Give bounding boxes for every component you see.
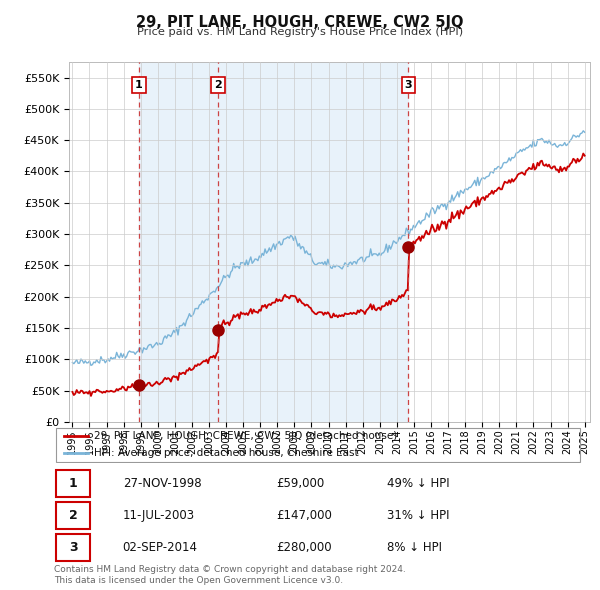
Text: 27-NOV-1998: 27-NOV-1998 bbox=[122, 477, 201, 490]
Text: £147,000: £147,000 bbox=[276, 509, 332, 522]
Text: £59,000: £59,000 bbox=[276, 477, 324, 490]
Text: Price paid vs. HM Land Registry's House Price Index (HPI): Price paid vs. HM Land Registry's House … bbox=[137, 27, 463, 37]
Text: £280,000: £280,000 bbox=[276, 541, 331, 554]
Text: 8% ↓ HPI: 8% ↓ HPI bbox=[386, 541, 442, 554]
Text: 29, PIT LANE, HOUGH, CREWE, CW2 5JQ (detached house): 29, PIT LANE, HOUGH, CREWE, CW2 5JQ (det… bbox=[94, 431, 397, 441]
Bar bbox=[218, 62, 408, 422]
Bar bbox=[139, 62, 218, 422]
Text: HPI: Average price, detached house, Cheshire East: HPI: Average price, detached house, Ches… bbox=[94, 448, 358, 458]
Text: 2: 2 bbox=[214, 80, 222, 90]
Text: 1: 1 bbox=[135, 80, 143, 90]
Text: 29, PIT LANE, HOUGH, CREWE, CW2 5JQ: 29, PIT LANE, HOUGH, CREWE, CW2 5JQ bbox=[136, 15, 464, 30]
Text: 31% ↓ HPI: 31% ↓ HPI bbox=[386, 509, 449, 522]
Text: 1: 1 bbox=[68, 477, 77, 490]
Text: 49% ↓ HPI: 49% ↓ HPI bbox=[386, 477, 449, 490]
Text: 3: 3 bbox=[68, 541, 77, 554]
Text: Contains HM Land Registry data © Crown copyright and database right 2024.
This d: Contains HM Land Registry data © Crown c… bbox=[54, 565, 406, 585]
Text: 02-SEP-2014: 02-SEP-2014 bbox=[122, 541, 197, 554]
Text: 3: 3 bbox=[404, 80, 412, 90]
Text: 2: 2 bbox=[68, 509, 77, 522]
Text: 11-JUL-2003: 11-JUL-2003 bbox=[122, 509, 195, 522]
